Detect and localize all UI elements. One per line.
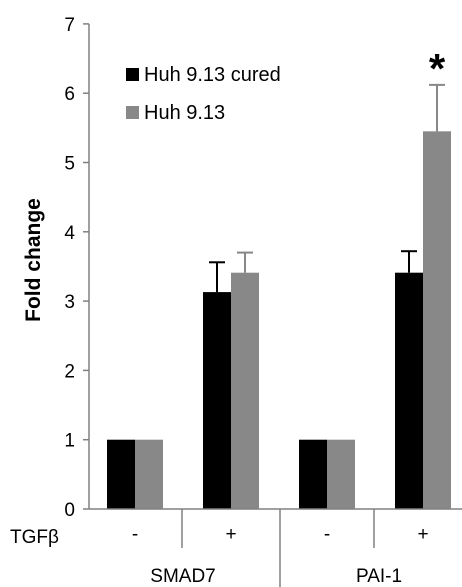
bar (107, 439, 135, 509)
bar (299, 439, 327, 509)
y-tick-label: 4 (64, 223, 75, 244)
condition-label: + (225, 524, 236, 545)
bar (203, 292, 231, 509)
bars-layer (107, 131, 451, 509)
y-tick-label: 6 (64, 84, 75, 105)
y-tick-label: 2 (64, 361, 75, 382)
y-axis-label: Fold change (22, 198, 45, 322)
legend-label: Huh 9.13 cured (144, 64, 281, 86)
bar (423, 131, 451, 509)
group-label: SMAD7 (150, 566, 215, 587)
row-label-tgfb: TGFβ (10, 527, 59, 548)
bar (135, 439, 163, 509)
error-bars-layer (209, 83, 445, 293)
legend-swatch (126, 106, 139, 119)
condition-label: - (324, 524, 330, 545)
group-label: PAI-1 (356, 566, 402, 587)
bar (231, 272, 259, 509)
y-tick-label: 0 (64, 500, 75, 521)
condition-label: - (132, 524, 138, 545)
y-tick-label: 3 (64, 292, 75, 313)
y-tick-label: 1 (64, 431, 75, 452)
bar (327, 439, 355, 509)
axes-layer (83, 23, 462, 587)
significance-marker: * (429, 45, 446, 92)
labels-layer: 0 1 2 3 4 5 6 7 * TGFβ - + - + SMAD7 PAI-1 (10, 15, 446, 587)
y-tick-label: 5 (64, 154, 75, 175)
legend-swatch (126, 68, 139, 81)
y-tick-label: 7 (64, 15, 75, 36)
bar (395, 272, 423, 509)
legend-label: Huh 9.13 (144, 102, 225, 124)
legend: Huh 9.13 cured Huh 9.13 (126, 64, 281, 124)
condition-label: + (417, 524, 428, 545)
